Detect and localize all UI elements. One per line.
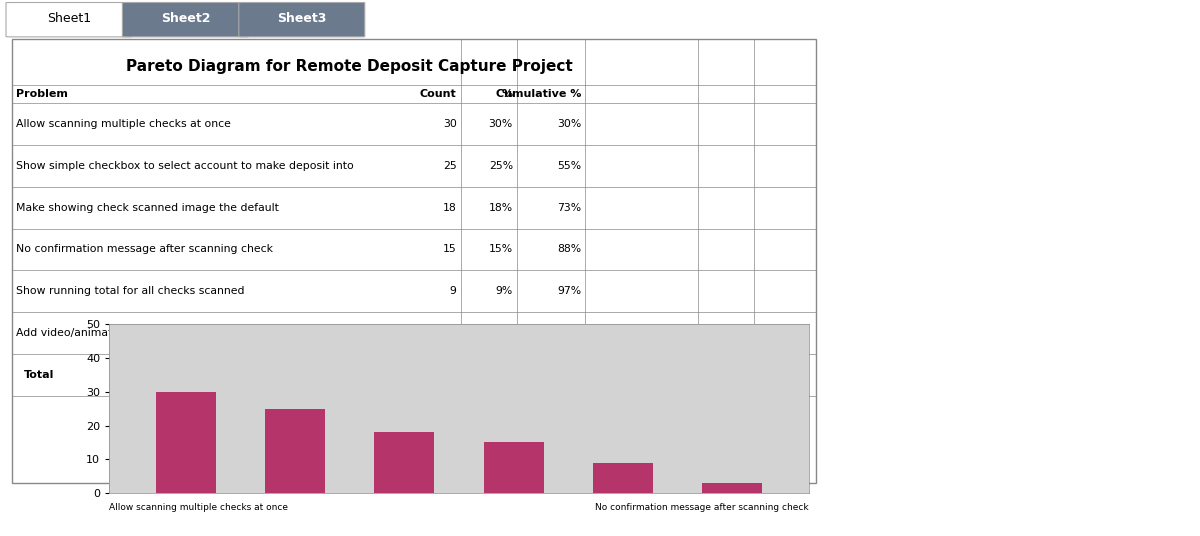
- Text: 18%: 18%: [488, 203, 512, 213]
- FancyBboxPatch shape: [122, 3, 248, 37]
- Text: 3%: 3%: [496, 328, 512, 338]
- Text: Allow scanning multiple checks at once: Allow scanning multiple checks at once: [109, 503, 288, 512]
- Text: 25%: 25%: [488, 161, 512, 171]
- Text: Total: Total: [24, 370, 54, 380]
- Text: 9%: 9%: [496, 286, 512, 296]
- Bar: [156, 392, 216, 493]
- Text: No confirmation message after scanning check: No confirmation message after scanning c…: [16, 244, 274, 255]
- FancyBboxPatch shape: [239, 3, 365, 37]
- Text: Cumulative %: Cumulative %: [496, 89, 581, 99]
- Bar: [593, 463, 653, 493]
- Text: 15: 15: [443, 244, 457, 255]
- Text: Sheet1: Sheet1: [47, 12, 91, 25]
- Text: Sheet3: Sheet3: [277, 12, 326, 25]
- Text: Show simple checkbox to select account to make deposit into: Show simple checkbox to select account t…: [16, 161, 354, 171]
- Text: 73%: 73%: [557, 203, 581, 213]
- Text: Show running total for all checks scanned: Show running total for all checks scanne…: [16, 286, 245, 296]
- Bar: [374, 433, 434, 493]
- Text: %: %: [502, 89, 512, 99]
- Text: 30%: 30%: [488, 119, 512, 129]
- Text: 100: 100: [433, 370, 457, 380]
- Bar: [265, 408, 325, 493]
- Text: 88%: 88%: [557, 244, 581, 255]
- Text: Problem: Problem: [16, 89, 68, 99]
- Text: Add video/animation for instructions: Add video/animation for instructions: [16, 328, 215, 338]
- Text: 3: 3: [450, 328, 457, 338]
- Text: 30: 30: [443, 119, 457, 129]
- FancyBboxPatch shape: [6, 3, 132, 37]
- Text: 97%: 97%: [557, 286, 581, 296]
- Text: 30%: 30%: [557, 119, 581, 129]
- Text: Pareto Diagram for Remote Deposit Capture Project: Pareto Diagram for Remote Deposit Captur…: [126, 58, 574, 73]
- Text: 55%: 55%: [557, 161, 581, 171]
- Text: Count: Count: [420, 89, 457, 99]
- Text: No confirmation message after scanning check: No confirmation message after scanning c…: [595, 503, 809, 512]
- Text: 25: 25: [443, 161, 457, 171]
- Text: 15%: 15%: [488, 244, 512, 255]
- Text: Allow scanning multiple checks at once: Allow scanning multiple checks at once: [16, 119, 230, 129]
- Bar: [484, 443, 544, 493]
- Bar: [702, 483, 762, 493]
- Text: 18: 18: [443, 203, 457, 213]
- Text: 9: 9: [450, 286, 457, 296]
- Text: Make showing check scanned image the default: Make showing check scanned image the def…: [16, 203, 278, 213]
- Text: Sheet2: Sheet2: [161, 12, 210, 25]
- Text: 100%: 100%: [550, 328, 581, 338]
